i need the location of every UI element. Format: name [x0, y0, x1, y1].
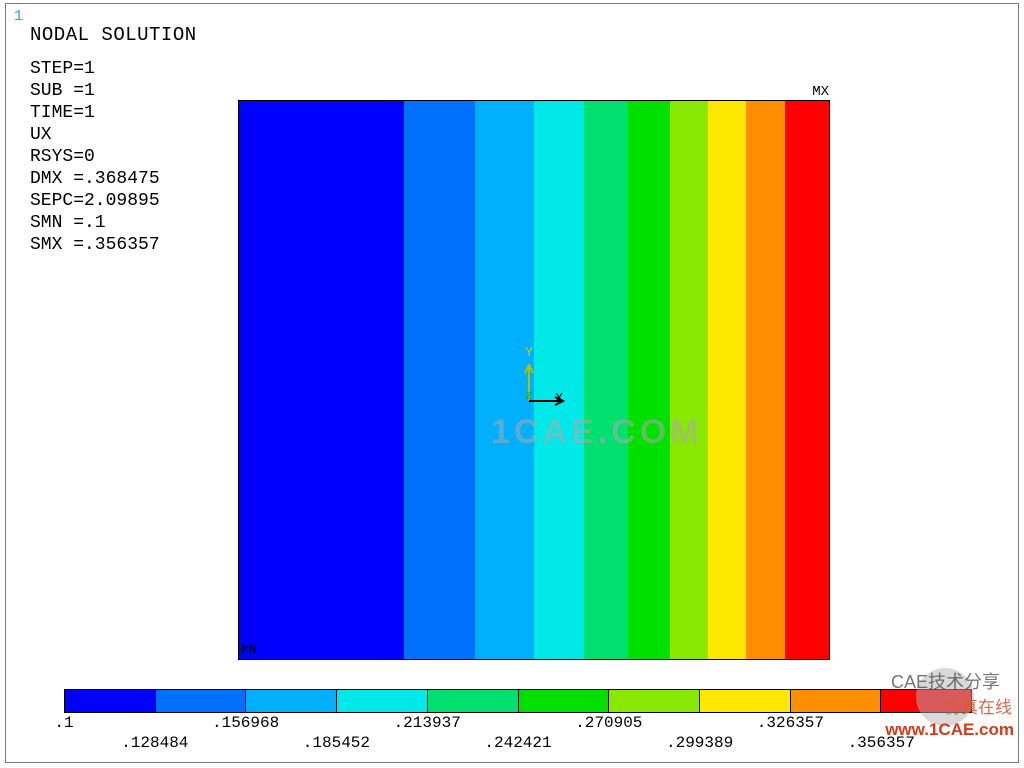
- legend-value: .128484: [121, 734, 188, 752]
- plot-title: NODAL SOLUTION: [30, 24, 197, 46]
- legend-segment: [700, 690, 791, 712]
- legend-labels-lower: .128484.185452.242421.299389.356357: [64, 734, 972, 754]
- legend-value: .242421: [484, 734, 551, 752]
- legend-value: .326357: [757, 714, 824, 732]
- info-var: UX: [30, 125, 52, 145]
- legend-value: .299389: [666, 734, 733, 752]
- legend-segment: [609, 690, 700, 712]
- legend-value: .270905: [575, 714, 642, 732]
- info-dmx: DMX =.368475: [30, 169, 160, 189]
- color-legend: .1.156968.213937.270905.326357 .128484.1…: [64, 689, 972, 754]
- watermark-url: www.1CAE.com: [885, 720, 1014, 740]
- legend-segment: [65, 690, 156, 712]
- svg-text:Z: Z: [526, 392, 532, 403]
- contour-band: [628, 101, 669, 659]
- legend-segment: [246, 690, 337, 712]
- watermark-text-1: CAE技术分享: [891, 668, 1000, 694]
- solution-info: STEP=1 SUB =1 TIME=1 UX RSYS=0 DMX =.368…: [30, 58, 160, 256]
- info-rsys: RSYS=0: [30, 147, 95, 167]
- legend-segment: [428, 690, 519, 712]
- contour-band: [404, 101, 475, 659]
- legend-value: .213937: [394, 714, 461, 732]
- info-time: TIME=1: [30, 103, 95, 123]
- info-sub: SUB =1: [30, 81, 95, 101]
- legend-value: .1: [54, 714, 73, 732]
- contour-band: [785, 101, 829, 659]
- legend-value: .156968: [212, 714, 279, 732]
- contour-band: [708, 101, 746, 659]
- info-sepc: SEPC=2.09895: [30, 191, 160, 211]
- watermark-text-2: 仿真在线: [944, 693, 1012, 718]
- info-smn: SMN =.1: [30, 213, 106, 233]
- max-marker: MX: [812, 84, 829, 100]
- window-number: 1: [14, 8, 23, 25]
- legend-segment: [791, 690, 882, 712]
- contour-band: [584, 101, 628, 659]
- contour-band: [239, 101, 404, 659]
- legend-bar: [64, 689, 972, 713]
- contour-plot[interactable]: MXMN1CAE.COM Z Y X: [238, 100, 830, 660]
- plot-frame: 1 NODAL SOLUTION STEP=1 SUB =1 TIME=1 UX…: [5, 3, 1019, 763]
- info-step: STEP=1: [30, 59, 95, 79]
- min-marker: MN: [241, 642, 257, 657]
- contour-band: [670, 101, 708, 659]
- legend-labels-upper: .1.156968.213937.270905.326357: [64, 714, 972, 734]
- legend-segment: [337, 690, 428, 712]
- triad-y-label: Y: [525, 345, 533, 361]
- triad-x-label: X: [555, 391, 563, 407]
- contour-band: [746, 101, 784, 659]
- legend-segment: [519, 690, 610, 712]
- info-smx: SMX =.356357: [30, 235, 160, 255]
- legend-value: .185452: [303, 734, 370, 752]
- legend-segment: [156, 690, 247, 712]
